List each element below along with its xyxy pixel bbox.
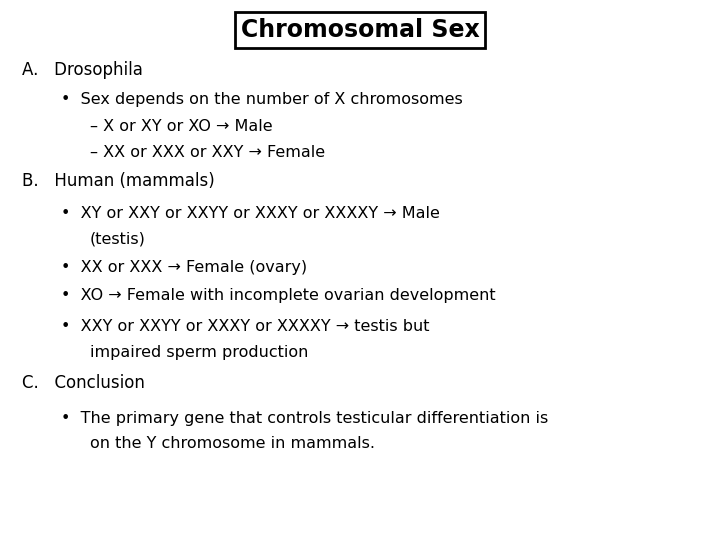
- Text: – XX or XXX or XXY → Female: – XX or XXX or XXY → Female: [90, 145, 325, 160]
- Text: •  Sex depends on the number of X chromosomes: • Sex depends on the number of X chromos…: [61, 92, 463, 107]
- Text: •  XO → Female with incomplete ovarian development: • XO → Female with incomplete ovarian de…: [61, 288, 496, 303]
- Text: C.   Conclusion: C. Conclusion: [22, 374, 145, 393]
- Text: •  The primary gene that controls testicular differentiation is: • The primary gene that controls testicu…: [61, 411, 549, 426]
- Text: on the Y chromosome in mammals.: on the Y chromosome in mammals.: [90, 436, 375, 451]
- Text: – X or XY or XO → Male: – X or XY or XO → Male: [90, 119, 273, 134]
- Text: •  XX or XXX → Female (ovary): • XX or XXX → Female (ovary): [61, 260, 307, 275]
- Text: •  XXY or XXYY or XXXY or XXXXY → testis but: • XXY or XXYY or XXXY or XXXXY → testis …: [61, 319, 430, 334]
- Text: Chromosomal Sex: Chromosomal Sex: [240, 18, 480, 42]
- Text: A.   Drosophila: A. Drosophila: [22, 61, 143, 79]
- Text: •  XY or XXY or XXYY or XXXY or XXXXY → Male: • XY or XXY or XXYY or XXXY or XXXXY → M…: [61, 206, 440, 221]
- Text: B.   Human (mammals): B. Human (mammals): [22, 172, 215, 190]
- Text: (testis): (testis): [90, 231, 146, 246]
- Text: impaired sperm production: impaired sperm production: [90, 345, 308, 360]
